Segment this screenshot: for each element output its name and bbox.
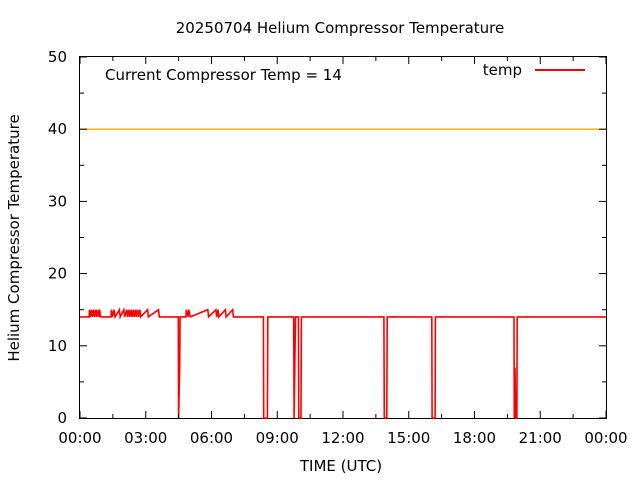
x-tick-label: 00:00 xyxy=(58,429,101,447)
series-layer xyxy=(80,306,606,419)
legend-label-temp: temp xyxy=(483,61,522,79)
y-axis-label: Helium Compressor Temperature xyxy=(5,114,23,361)
x-tick-label: 18:00 xyxy=(453,429,496,447)
x-tick-label: 03:00 xyxy=(124,429,167,447)
y-tick-label: 0 xyxy=(57,409,67,427)
current-temp-annotation: Current Compressor Temp = 14 xyxy=(105,66,342,84)
y-tick-label: 30 xyxy=(48,192,67,210)
x-axis-label: TIME (UTC) xyxy=(299,457,382,475)
legend: temp xyxy=(483,61,585,79)
x-tick-label: 06:00 xyxy=(190,429,233,447)
y-tick-label: 40 xyxy=(48,120,67,138)
plot-frame xyxy=(79,56,607,419)
x-tick-label: 15:00 xyxy=(387,429,430,447)
chart-title: 20250704 Helium Compressor Temperature xyxy=(176,19,504,37)
y-tick-label: 50 xyxy=(48,48,67,66)
x-tick-label: 09:00 xyxy=(256,429,299,447)
x-tick-label: 21:00 xyxy=(519,429,562,447)
plot-area xyxy=(79,56,607,419)
x-axis: 00:00 03:00 06:00 09:00 12:00 15:00 18:00 21:00… xyxy=(58,57,628,447)
y-tick-label: 10 xyxy=(48,337,67,355)
x-tick-label: 00:00 xyxy=(584,429,627,447)
y-tick-label: 20 xyxy=(48,265,67,283)
y-axis: 0 10 20 30 40 50 xyxy=(48,48,606,427)
series-line-temp xyxy=(80,306,606,419)
x-tick-label: 12:00 xyxy=(321,429,364,447)
